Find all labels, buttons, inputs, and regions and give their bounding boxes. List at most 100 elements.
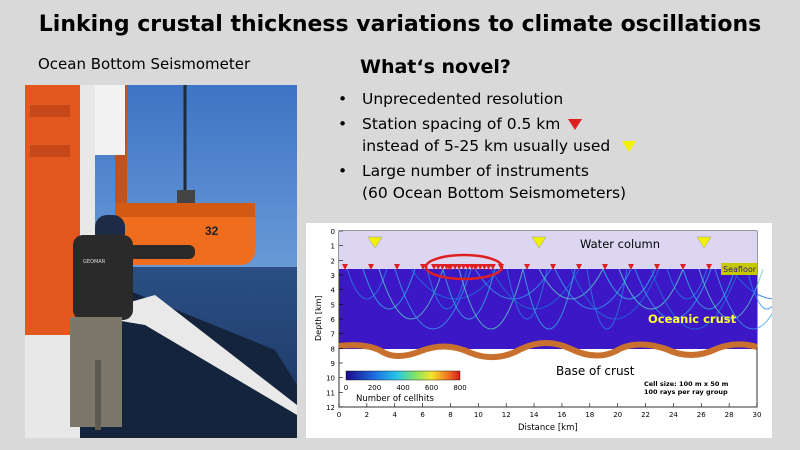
y-tick-label: 10: [326, 375, 335, 383]
crust-body: [339, 269, 757, 349]
y-tick-label: 6: [331, 316, 336, 324]
bullet-station-spacing: • Station spacing of 0.5 km instead of 5…: [336, 113, 786, 157]
y-tick-label: 7: [331, 331, 335, 339]
y-tick-label: 8: [331, 345, 335, 353]
x-tick-label: 22: [641, 411, 650, 419]
red-station-marker: [481, 264, 488, 270]
x-tick-label: 30: [753, 411, 762, 419]
y-tick-label: 12: [326, 404, 335, 412]
y-axis-label: Depth [km]: [314, 295, 323, 341]
red-station-marker: [435, 264, 442, 270]
ray-path: [426, 268, 468, 310]
x-tick-label: 8: [448, 411, 452, 419]
x-tick-label: 18: [585, 411, 594, 419]
colorbar-tick-label: 200: [368, 384, 381, 392]
x-tick-label: 20: [613, 411, 622, 419]
red-station-marker: [576, 264, 582, 270]
x-tick-label: 14: [530, 411, 539, 419]
red-station-marker: [439, 264, 446, 270]
ray-path: [458, 268, 524, 330]
x-tick-label: 28: [725, 411, 734, 419]
ray-path: [554, 268, 632, 310]
red-station-marker: [368, 264, 374, 270]
ray-path: [362, 268, 416, 310]
colorbar-label: Number of cellhits: [356, 394, 434, 404]
x-tick-label: 4: [392, 411, 397, 419]
x-axis-ticks: 0 2 4 6 8 10 12 14 16 18 20 22 24 26 28 30: [337, 403, 762, 419]
y-tick-label: 0: [331, 228, 335, 236]
ray-path: [730, 268, 772, 300]
water-column-label: Water column: [580, 237, 660, 251]
yellow-triangle-icon: [622, 141, 637, 152]
yellow-station-marker: [367, 236, 383, 249]
ray-path: [602, 268, 656, 300]
x-tick-label: 2: [365, 411, 369, 419]
red-station-marker: [706, 264, 712, 270]
y-tick-label: 3: [331, 272, 335, 280]
red-station-marker: [456, 264, 463, 270]
y-tick-label: 2: [331, 257, 335, 265]
red-triangle-icon: [568, 119, 583, 130]
ray-path: [714, 268, 772, 330]
box-number: 32: [205, 224, 219, 238]
colorbar-tick-label: 0: [344, 384, 348, 392]
red-station-marker: [468, 264, 475, 270]
photo-illustration: 32 GEOMAR: [25, 85, 297, 438]
ray-path: [490, 268, 580, 310]
yellow-station-marker: [696, 236, 712, 249]
colorbar-tick-label: 400: [396, 384, 409, 392]
red-station-marker: [452, 264, 458, 270]
red-station-marker: [460, 264, 467, 270]
photo-caption: Ocean Bottom Seismometer: [38, 55, 251, 73]
red-station-marker: [498, 264, 504, 270]
seismic-ray-coverage-figure: Water column Seafloor Oceanic crust Base…: [306, 223, 772, 438]
x-tick-label: 26: [697, 411, 706, 419]
red-station-marker: [602, 264, 608, 270]
base-of-crust-label: Base of crust: [556, 364, 635, 378]
rays-note: 100 rays per ray group: [644, 388, 728, 396]
stations: [342, 236, 738, 270]
ray-path: [634, 268, 712, 320]
red-station-marker: [524, 264, 530, 270]
red-station-marker: [485, 264, 492, 270]
person: [73, 235, 133, 320]
ray-path: [538, 268, 604, 300]
y-tick-label: 4: [331, 287, 336, 295]
red-station-marker: [477, 264, 484, 270]
ray-path: [442, 268, 496, 320]
red-station-marker: [550, 264, 556, 270]
base-of-crust-line: [338, 340, 758, 361]
x-tick-label: 12: [502, 411, 511, 419]
ray-path: [394, 268, 472, 330]
x-tick-label: 10: [474, 411, 483, 419]
colorbar-ticks: 0 200 400 600 800: [344, 384, 467, 392]
y-tick-label: 1: [331, 243, 335, 251]
ray-path: [522, 268, 576, 330]
ray-coverage-plot: Water column Seafloor Oceanic crust Base…: [314, 228, 772, 433]
x-tick-label: 24: [669, 411, 678, 419]
red-station-marker: [447, 264, 454, 270]
red-station-marker: [654, 264, 660, 270]
seafloor-label: Seafloor: [723, 265, 757, 274]
ray-paths: [346, 268, 772, 330]
red-station-marker: [628, 264, 634, 270]
yellow-station-marker: [531, 236, 547, 249]
red-station-marker: [680, 264, 686, 270]
red-station-marker: [394, 264, 400, 270]
red-station-marker: [464, 264, 471, 270]
ray-path: [698, 268, 764, 320]
svg-text:GEOMAR: GEOMAR: [83, 259, 106, 265]
slide-title: Linking crustal thickness variations to …: [38, 12, 762, 37]
y-tick-label: 9: [331, 360, 335, 368]
colorbar-tick-label: 800: [453, 384, 466, 392]
obs-deployment-photo: 32 GEOMAR: [25, 85, 297, 438]
novelty-list: • Unprecedented resolution • Station spa…: [336, 88, 786, 207]
ray-path: [506, 268, 548, 320]
ray-path: [586, 268, 628, 330]
y-tick-label: 11: [326, 389, 335, 397]
water-column: [339, 231, 757, 269]
colorbar-tick-label: 600: [425, 384, 438, 392]
red-station-marker: [342, 264, 348, 270]
red-station-marker: [431, 264, 437, 270]
